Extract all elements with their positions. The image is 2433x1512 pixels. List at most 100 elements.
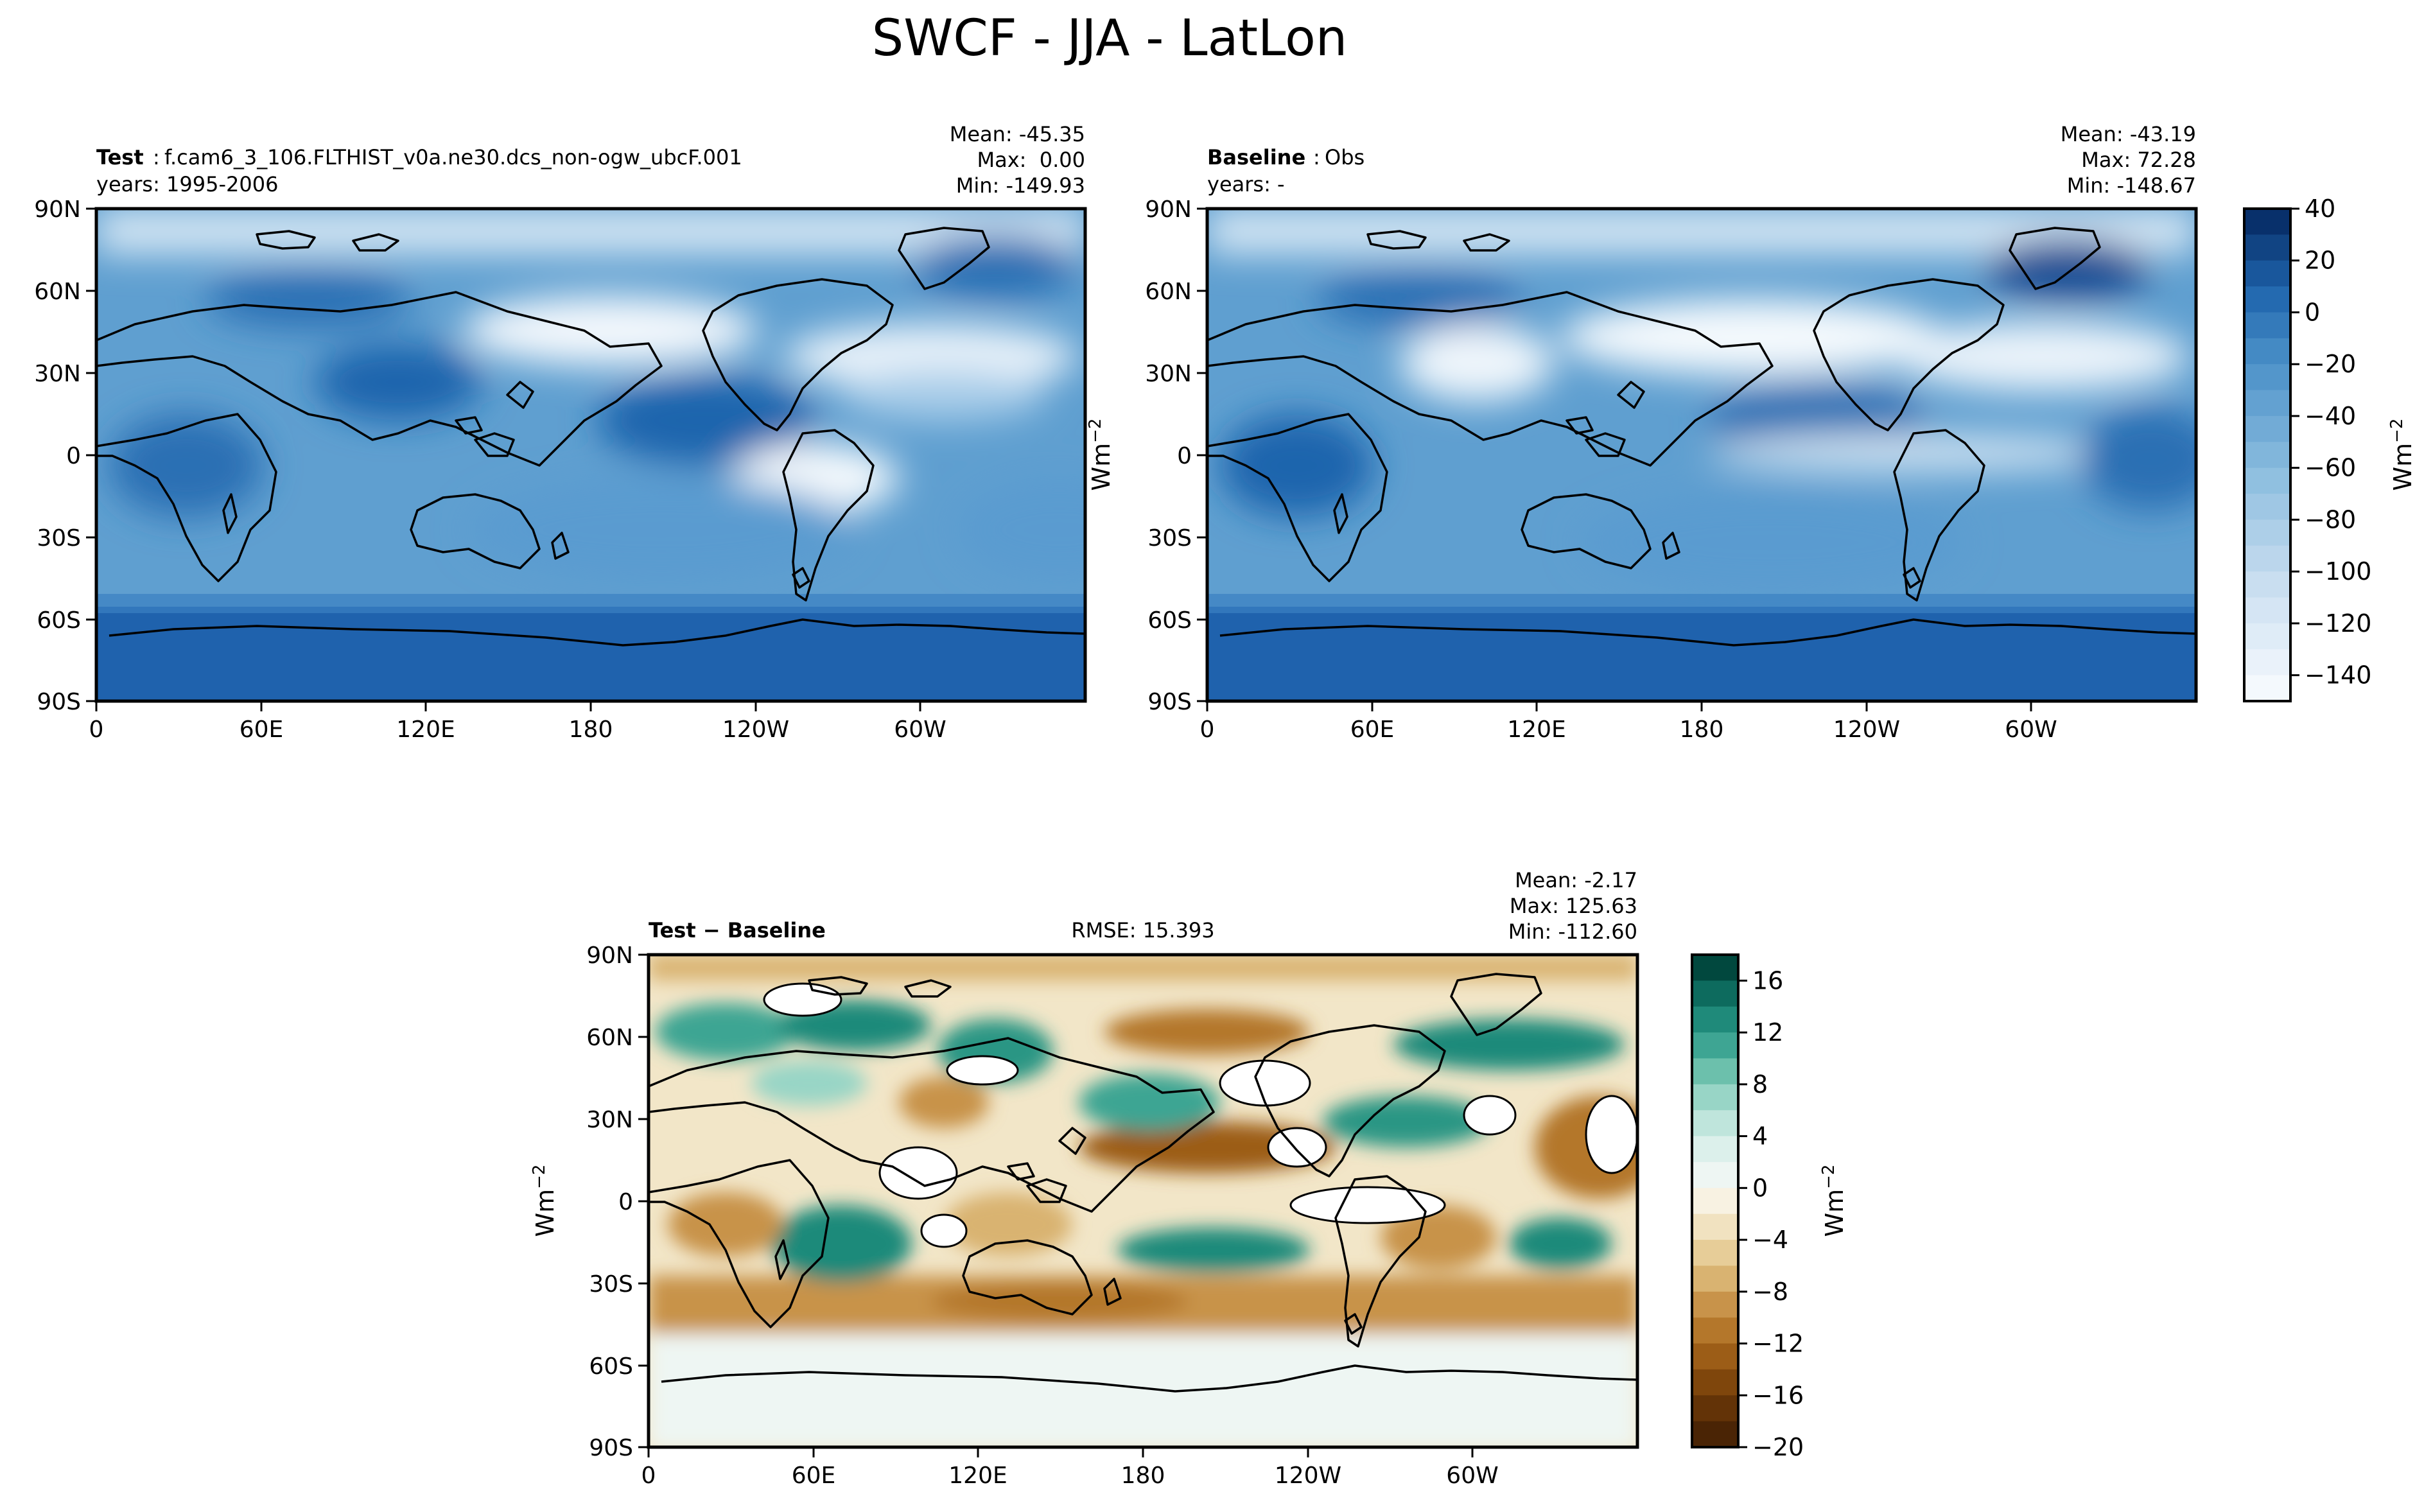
figure-title: SWCF - JJA - LatLon <box>872 10 1348 67</box>
colorbar-band <box>1692 1291 1738 1318</box>
test-panel: Test : f.cam6_3_106.FLTHIST_v0a.ne30.dcs… <box>34 122 1087 743</box>
baseline-lon-tick-label: 120E <box>1507 717 1565 743</box>
colorbar-tick-label: 16 <box>1752 966 1783 995</box>
test-lat-tick-label: 90S <box>37 689 81 715</box>
colorbar-band <box>1692 1265 1738 1292</box>
test-stat-max: Max: 0.00 <box>977 148 1085 172</box>
colorbar-band <box>1692 1369 1738 1396</box>
colorbar-band <box>2244 286 2290 313</box>
colorbar-band <box>1692 1084 1738 1111</box>
difference-lat-axis: 90N 60N 30N 0 30S 60S 90S <box>586 943 649 1461</box>
baseline-lat-tick-label: 90S <box>1147 689 1192 715</box>
difference-stat-mean: Mean: -2.17 <box>1515 868 1637 892</box>
difference-rmse: RMSE: 15.393 <box>1071 918 1214 943</box>
colorbar-band <box>2244 338 2290 365</box>
colorbar-band <box>2244 623 2290 650</box>
colorbar-band <box>2244 260 2290 287</box>
test-lat-tick-label: 30S <box>37 525 81 552</box>
test-map <box>96 209 1085 701</box>
baseline-lon-tick-label: 180 <box>1680 717 1724 743</box>
difference-colorbar-frame <box>1691 953 1740 1448</box>
colorbar-tick-label: −80 <box>2305 505 2356 534</box>
top-colorbar-ticks: 40 20 0 −20 −40 −60 −80 −100 −120 −140 <box>2290 195 2371 690</box>
test-years: years: 1995-2006 <box>96 172 278 196</box>
colorbar-tick-label: −8 <box>1752 1278 1788 1306</box>
colorbar-tick-label: −4 <box>1752 1226 1788 1254</box>
colorbar-tick-label: −16 <box>1752 1381 1804 1409</box>
baseline-panel: Baseline : Obs years: - Mean: -43.19 Max… <box>1145 122 2198 743</box>
colorbar-band <box>1692 1188 1738 1215</box>
colorbar-band <box>2244 312 2290 339</box>
baseline-lat-tick-label: 60S <box>1147 607 1192 634</box>
colorbar-band <box>1692 980 1738 1007</box>
colorbar-band <box>2244 571 2290 598</box>
baseline-title-label: Baseline <box>1207 145 1305 169</box>
colorbar-band <box>1692 1136 1738 1163</box>
colorbar-band <box>2244 494 2290 521</box>
difference-map <box>649 955 1637 1447</box>
colorbar-band <box>2244 390 2290 417</box>
test-lon-tick-label: 180 <box>569 717 613 743</box>
colorbar-tick-label: −40 <box>2305 402 2356 430</box>
colorbar-tick-label: −12 <box>1752 1330 1804 1358</box>
baseline-lat-tick-label: 90N <box>1145 196 1192 223</box>
colorbar-tick-label: 8 <box>1752 1070 1768 1099</box>
difference-y-axis-label: Wm−2 <box>530 1165 559 1237</box>
baseline-stat-max: Max: 72.28 <box>2081 148 2196 172</box>
baseline-lat-tick-label: 30S <box>1147 525 1192 552</box>
test-lon-tick-label: 60E <box>240 717 284 743</box>
colorbar-tick-label: −120 <box>2305 609 2371 638</box>
colorbar-band <box>1692 955 1738 981</box>
test-stat-mean: Mean: -45.35 <box>950 122 1085 146</box>
test-lat-tick-label: 0 <box>66 443 81 469</box>
test-lon-tick-label: 120W <box>722 717 789 743</box>
test-lon-tick-label: 120E <box>396 717 455 743</box>
baseline-title-value: Obs <box>1325 145 1365 169</box>
colorbar-tick-label: 0 <box>1752 1174 1768 1202</box>
colorbar-tick-label: 40 <box>2305 195 2335 223</box>
difference-colorbar-ticks: 16 12 8 4 0 −4 −8 −12 −16 −20 <box>1738 966 1804 1461</box>
baseline-lat-tick-label: 0 <box>1177 443 1192 469</box>
colorbar-band <box>2244 415 2290 442</box>
baseline-stat-min: Min: -148.67 <box>2067 173 2196 198</box>
difference-lat-tick-label: 0 <box>618 1189 633 1215</box>
colorbar-band <box>1692 1058 1738 1085</box>
difference-colorbar-bands <box>1692 955 1738 1448</box>
colorbar-tick-label: −100 <box>2305 557 2371 586</box>
colorbar-band <box>1692 1006 1738 1033</box>
colorbar-band <box>1692 1213 1738 1240</box>
colorbar-band <box>1692 1343 1738 1370</box>
colorbar-tick-label: −20 <box>2305 350 2356 378</box>
difference-lon-tick-label: 120W <box>1275 1463 1341 1489</box>
test-lon-axis: 0 60E 120E 180 120W 60W <box>89 701 946 743</box>
test-stat-min: Min: -149.93 <box>956 173 1085 198</box>
colorbar-tick-label: 20 <box>2305 247 2335 275</box>
difference-lon-tick-label: 60W <box>1446 1463 1498 1489</box>
baseline-lat-tick-label: 60N <box>1145 279 1192 305</box>
colorbar-tick-label: 12 <box>1752 1018 1783 1047</box>
colorbar-band <box>2244 234 2290 261</box>
colorbar-tick-label: 0 <box>2305 298 2320 326</box>
baseline-lat-axis: 90N 60N 30N 0 30S 60S 90S <box>1145 196 1207 715</box>
top-colorbar-frame <box>2243 207 2292 702</box>
baseline-lon-tick-label: 60W <box>2005 717 2057 743</box>
difference-lat-tick-label: 60N <box>586 1025 633 1051</box>
colorbar-band <box>2244 364 2290 391</box>
difference-lon-tick-label: 180 <box>1121 1463 1165 1489</box>
colorbar-tick-label: −140 <box>2305 661 2371 690</box>
baseline-lon-axis: 0 60E 120E 180 120W 60W <box>1200 701 2057 743</box>
difference-lon-tick-label: 120E <box>948 1463 1007 1489</box>
colorbar-band <box>2244 209 2290 235</box>
baseline-lat-tick-label: 30N <box>1145 361 1192 387</box>
colorbar-band <box>1692 1421 1738 1448</box>
colorbar-band <box>2244 442 2290 469</box>
difference-colorbar: 16 12 8 4 0 −4 −8 −12 −16 −20 Wm−2 <box>1691 953 1849 1461</box>
colorbar-band <box>2244 519 2290 546</box>
test-lat-tick-label: 90N <box>34 196 81 223</box>
baseline-lon-tick-label: 0 <box>1200 717 1215 743</box>
difference-lon-tick-label: 60E <box>792 1463 836 1489</box>
difference-lon-axis: 0 60E 120E 180 120W 60W <box>641 1447 1499 1489</box>
baseline-years: years: - <box>1207 172 1285 196</box>
test-lat-tick-label: 30N <box>34 361 81 387</box>
